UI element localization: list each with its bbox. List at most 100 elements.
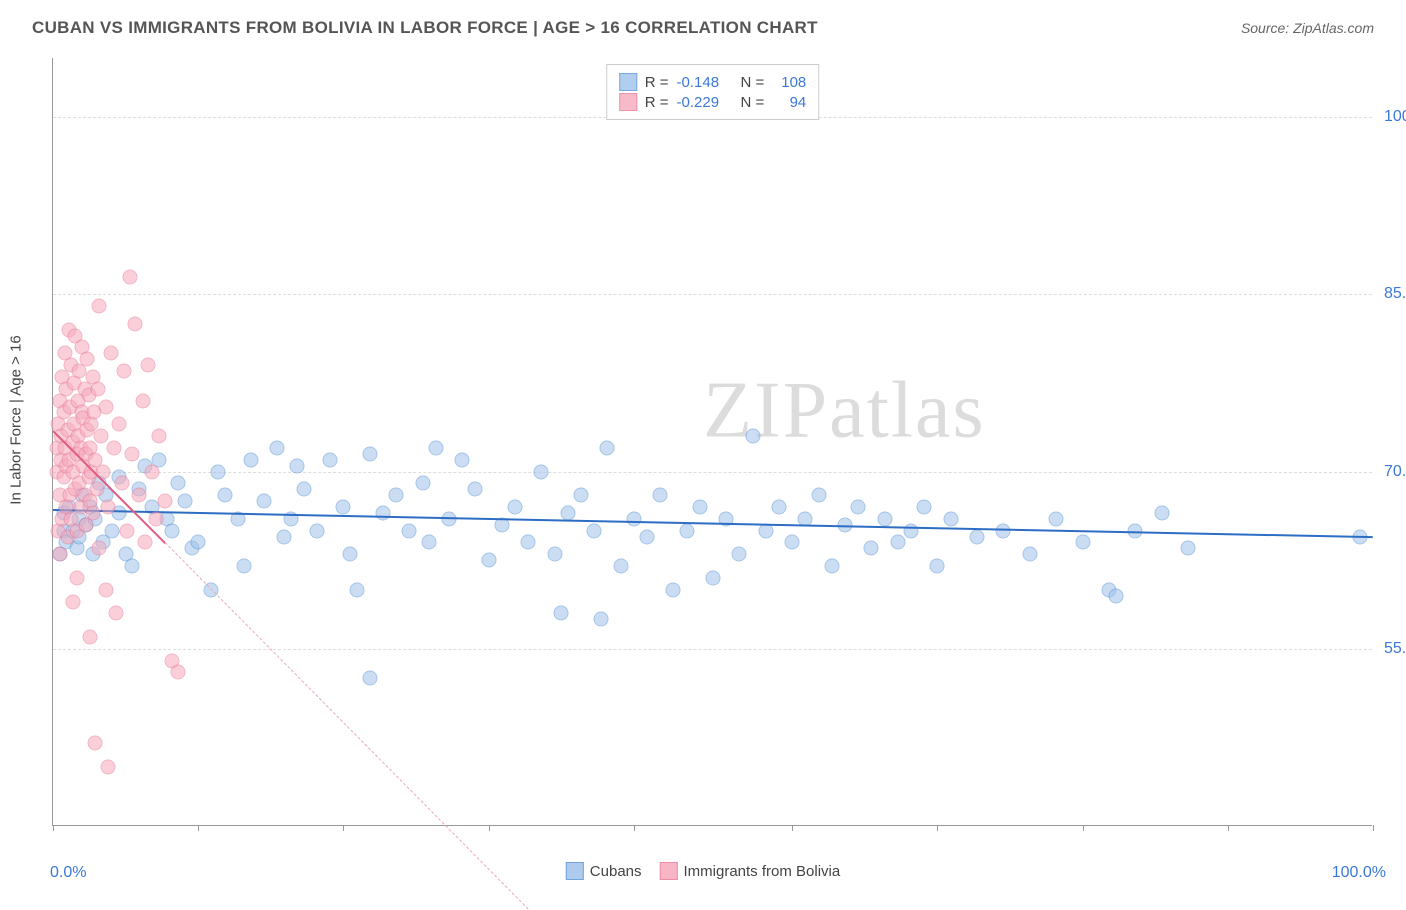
scatter-point [455,452,470,467]
scatter-point [122,269,137,284]
scatter-point [349,582,364,597]
scatter-point [904,523,919,538]
scatter-point [1154,505,1169,520]
scatter-point [277,529,292,544]
x-tick [343,825,344,831]
y-tick-label: 70.0% [1376,463,1406,481]
scatter-point [69,570,84,585]
legend-swatch [566,862,584,880]
scatter-point [88,736,103,751]
scatter-point [92,541,107,556]
legend-swatch [619,73,637,91]
scatter-point [593,612,608,627]
scatter-point [640,529,655,544]
scatter-point [785,535,800,550]
scatter-point [613,559,628,574]
scatter-point [171,476,186,491]
scatter-point [112,417,127,432]
scatter-point [127,316,142,331]
scatter-point [114,476,129,491]
legend-label: Cubans [590,863,642,880]
scatter-point [323,452,338,467]
gridline [53,649,1372,650]
x-tick [937,825,938,831]
series-legend: Cubans Immigrants from Bolivia [566,862,840,880]
x-tick [53,825,54,831]
legend-item: Cubans [566,862,642,880]
scatter-point [171,665,186,680]
scatter-point [164,523,179,538]
scatter-point [336,499,351,514]
scatter-point [101,759,116,774]
scatter-point [824,559,839,574]
stat-n-label: N = [741,94,765,111]
x-tick [1373,825,1374,831]
scatter-point [1075,535,1090,550]
scatter-point [119,523,134,538]
scatter-point [376,505,391,520]
scatter-point [93,429,108,444]
scatter-point [362,446,377,461]
scatter-point [85,505,100,520]
y-tick-label: 100.0% [1376,108,1406,126]
scatter-point [125,559,140,574]
scatter-point [80,352,95,367]
stat-n-value: 108 [772,74,806,91]
scatter-point [415,476,430,491]
scatter-point [811,488,826,503]
legend-swatch [660,862,678,880]
stat-r-label: R = [645,74,669,91]
x-tick [1228,825,1229,831]
y-tick-label: 55.0% [1376,640,1406,658]
x-tick [198,825,199,831]
x-tick [1083,825,1084,831]
scatter-point [1049,511,1064,526]
scatter-point [1181,541,1196,556]
scatter-point [402,523,417,538]
scatter-point [554,606,569,621]
scatter-point [679,523,694,538]
source-attribution: Source: ZipAtlas.com [1241,20,1374,36]
scatter-point [666,582,681,597]
stat-n-value: 94 [772,94,806,111]
scatter-point [362,671,377,686]
scatter-point [310,523,325,538]
scatter-point [101,499,116,514]
scatter-point [626,511,641,526]
scatter-point [706,570,721,585]
scatter-point [191,535,206,550]
scatter-point [877,511,892,526]
scatter-point [109,606,124,621]
scatter-point [890,535,905,550]
correlation-stats-legend: R =-0.148N =108R =-0.229N =94 [606,64,820,120]
x-tick [489,825,490,831]
scatter-point [389,488,404,503]
scatter-point [89,482,104,497]
scatter-point [135,393,150,408]
scatter-point [270,440,285,455]
scatter-point [600,440,615,455]
scatter-point [428,440,443,455]
scatter-point [943,511,958,526]
scatter-point [508,499,523,514]
scatter-point [148,511,163,526]
scatter-point [653,488,668,503]
scatter-point [732,547,747,562]
gridline [53,294,1372,295]
scatter-point [104,346,119,361]
scatter-point [131,488,146,503]
legend-item: Immigrants from Bolivia [660,862,841,880]
scatter-point [90,381,105,396]
scatter-point [141,358,156,373]
scatter-point [290,458,305,473]
scatter-point [1022,547,1037,562]
stat-r-label: R = [645,94,669,111]
scatter-point [138,535,153,550]
scatter-point [106,440,121,455]
scatter-point [257,494,272,509]
scatter-point [117,364,132,379]
scatter-point [52,547,67,562]
watermark: ZIPatlas [703,365,986,456]
scatter-point [151,429,166,444]
scatter-point [481,553,496,568]
